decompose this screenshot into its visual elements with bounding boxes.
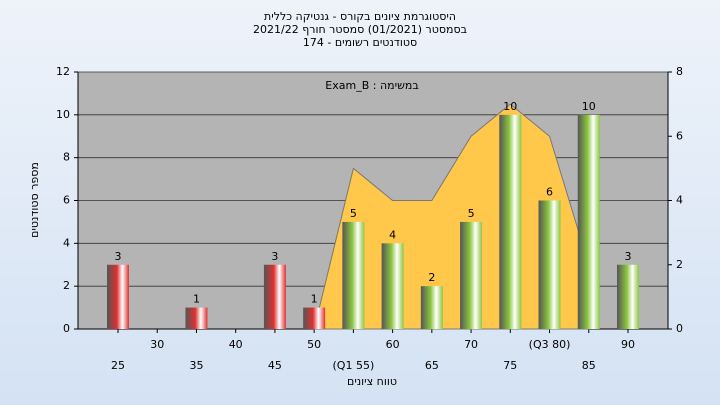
- y-tick-label: 12: [56, 65, 70, 78]
- x-axis-label: טווח ציונים: [347, 375, 397, 388]
- bar: [460, 221, 483, 329]
- y2-tick-label: 8: [676, 65, 683, 78]
- value-label: 1: [193, 293, 200, 306]
- value-label: 6: [546, 186, 553, 199]
- y-tick-label: 2: [63, 279, 70, 292]
- value-label: 3: [271, 250, 278, 263]
- x-tick-label: 30: [150, 338, 164, 351]
- x-tick-label: 35: [189, 359, 203, 372]
- value-label: 10: [582, 100, 596, 113]
- bar: [342, 221, 365, 329]
- x-tick-label: (Q1 55): [333, 359, 375, 372]
- y-tick-label: 0: [63, 322, 70, 335]
- bar: [499, 114, 522, 329]
- bar: [107, 264, 129, 329]
- value-label: 4: [389, 228, 396, 241]
- bar: [577, 114, 600, 329]
- x-tick-label: 85: [582, 359, 596, 372]
- chart-title: היסטוגרמת ציונים בקורס - גנטיקה כללית: [264, 10, 456, 23]
- value-label: 5: [468, 207, 475, 220]
- x-tick-label: 65: [425, 359, 439, 372]
- bar: [303, 307, 326, 329]
- x-tick-label: (Q3 80): [529, 338, 571, 351]
- bar: [616, 264, 639, 329]
- value-label: 3: [115, 250, 122, 263]
- y-tick-label: 8: [63, 151, 70, 164]
- bar: [381, 243, 404, 329]
- bar: [263, 264, 286, 329]
- y-tick-label: 4: [63, 236, 70, 249]
- chart-title: סטודנטים רשומים - 174: [303, 36, 417, 49]
- y-tick-label: 10: [56, 108, 70, 121]
- bar: [185, 307, 208, 329]
- value-label: 10: [503, 100, 517, 113]
- x-tick-label: 70: [464, 338, 478, 351]
- value-label: 2: [428, 271, 435, 284]
- y2-tick-label: 0: [676, 322, 683, 335]
- x-tick-label: 50: [307, 338, 321, 351]
- y2-tick-label: 4: [676, 194, 683, 207]
- y2-tick-label: 6: [676, 129, 683, 142]
- x-tick-label: 75: [503, 359, 517, 372]
- y-axis-label: מספר סטודנטים: [28, 162, 41, 238]
- value-label: 3: [624, 250, 631, 263]
- value-label: 1: [311, 293, 318, 306]
- bar: [420, 286, 443, 329]
- bar: [538, 200, 561, 329]
- chart-title: בסמסטר (01/2021) סמסטר חורף 2021/22: [253, 23, 467, 36]
- x-tick-label: 60: [386, 338, 400, 351]
- annotation: במשימה : Exam_B: [325, 79, 418, 92]
- value-label: 5: [350, 207, 357, 220]
- x-tick-label: 45: [268, 359, 282, 372]
- y2-tick-label: 2: [676, 258, 683, 271]
- x-tick-label: 40: [229, 338, 243, 351]
- x-tick-label: 25: [111, 359, 125, 372]
- x-tick-label: 90: [621, 338, 635, 351]
- y-tick-label: 6: [63, 194, 70, 207]
